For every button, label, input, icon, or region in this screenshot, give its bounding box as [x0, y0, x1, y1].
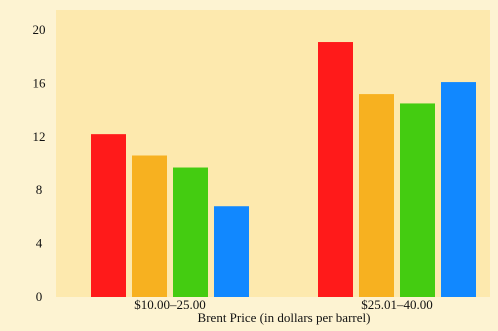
x-axis-title: Brent Price (in dollars per barrel) [198, 310, 371, 325]
bars [91, 42, 476, 298]
y-tick-label: 20 [33, 22, 46, 37]
bar-group-1-series-1 [91, 134, 126, 297]
bar-group-2-series-1 [318, 42, 353, 298]
y-tick-label: 12 [33, 129, 46, 144]
y-tick-label: 16 [33, 75, 47, 90]
y-axis-ticks: 0 4 8 12 16 20 [33, 22, 47, 304]
x-axis-labels: $10.00–25.00 $25.01–40.00 [134, 297, 433, 312]
x-category-label: $25.01–40.00 [361, 297, 433, 312]
x-category-label: $10.00–25.00 [134, 297, 206, 312]
y-tick-label: 8 [36, 182, 43, 197]
bar-group-2-series-4 [441, 82, 476, 298]
bar-group-2-series-2 [359, 94, 394, 297]
y-tick-label: 4 [36, 236, 43, 251]
bar-group-1-series-2 [132, 155, 167, 297]
y-tick-label: 0 [36, 289, 43, 304]
bar-group-2-series-3 [400, 103, 435, 297]
bar-group-1-series-3 [173, 167, 208, 297]
bar-group-1-series-4 [214, 206, 249, 297]
